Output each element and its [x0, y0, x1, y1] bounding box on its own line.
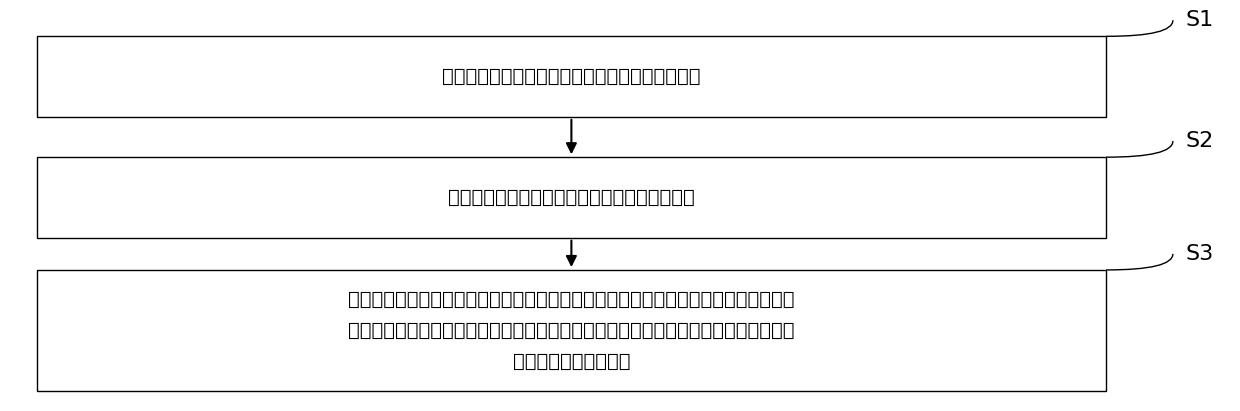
Text: 获取前一个控制周期采样时刻的电机运动状态信息: 获取前一个控制周期采样时刻的电机运动状态信息 [443, 67, 701, 86]
Text: 获取当前控制周期采样时刻的电机运动状态信息: 获取当前控制周期采样时刻的电机运动状态信息 [448, 188, 694, 207]
Text: 根据当前控制周期采样时刻的电机运动状态信息和前一个控制周期采样时刻的电机运动
状态信息对下一个控制周期采样时刻的电机空间控制矢量进行补偿，完成高动态电机伺
服控: 根据当前控制周期采样时刻的电机运动状态信息和前一个控制周期采样时刻的电机运动 状… [348, 290, 795, 371]
Text: S1: S1 [1185, 10, 1213, 30]
Text: S3: S3 [1185, 244, 1213, 264]
Text: S2: S2 [1185, 131, 1213, 151]
FancyBboxPatch shape [37, 36, 1106, 117]
FancyBboxPatch shape [37, 270, 1106, 391]
FancyBboxPatch shape [37, 157, 1106, 238]
